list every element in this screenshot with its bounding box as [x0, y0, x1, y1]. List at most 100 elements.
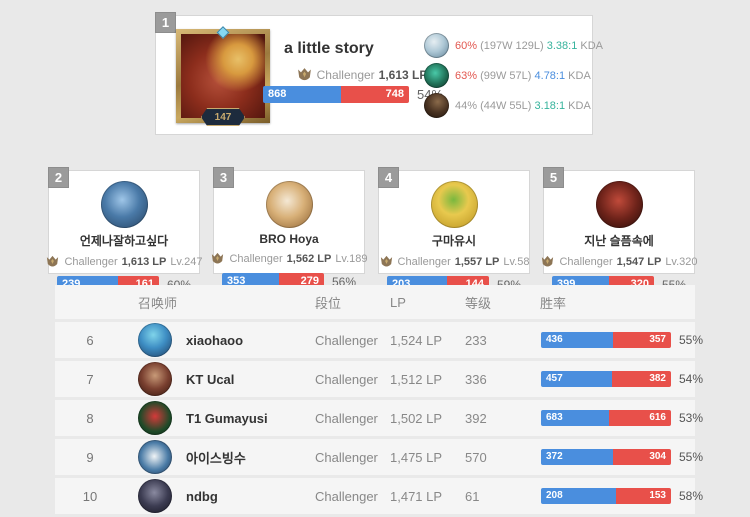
rank-badge: 4 — [378, 167, 399, 188]
wins-segment: 208 — [541, 488, 616, 504]
winloss-bar-row: 457 382 54% — [540, 371, 703, 387]
player-name[interactable]: ndbg — [186, 488, 218, 504]
losses-segment: 748 — [341, 86, 409, 103]
player-name[interactable]: 구마유시 — [431, 234, 477, 248]
row-lp: 1,502 LP — [390, 410, 443, 426]
champion-record: (44W 55L) — [480, 99, 532, 112]
winloss-bar-row: 436 357 55% — [540, 332, 703, 348]
level-label: Lv.247 — [170, 255, 203, 268]
rank-badge: 1 — [155, 12, 176, 33]
player-name[interactable]: 언제나잘하고싶다 — [79, 234, 169, 248]
champion-stat-row[interactable]: 60% (197W 129L) 3.38:1 KDA — [424, 33, 603, 58]
lp-value: 1,562 LP — [286, 252, 332, 265]
player-card-rank4[interactable]: 4 구마유시 Challenger 1,557 LP Lv.58 203 144… — [378, 167, 530, 293]
row-lp: 1,524 LP — [390, 332, 443, 348]
table-row[interactable]: 10 ndbg Challenger 1,471 LP 61 208 153 5… — [55, 478, 703, 514]
table-header-row: 召唤师 段位 LP 等级 胜率 — [55, 285, 695, 319]
player-avatar — [595, 181, 643, 228]
lp-value: 1,613 LP — [378, 67, 428, 82]
champion-kda-value: 3.38:1 — [546, 39, 578, 52]
champion-kda-label: KDA — [568, 99, 591, 112]
challenger-crest-icon — [47, 255, 59, 267]
row-lp: 1,475 LP — [390, 449, 443, 465]
tier-label: Challenger — [229, 252, 283, 265]
losses-segment: 382 — [611, 371, 671, 387]
player-avatar — [138, 479, 172, 513]
champion-record: (197W 129L) — [480, 39, 544, 52]
champion-stat-text: 44% (44W 55L) 3.18:1 KDA — [455, 100, 591, 112]
champion-stat-row[interactable]: 63% (99W 57L) 4.78:1 KDA — [424, 63, 603, 88]
winloss-bar-row: 868 748 54% — [263, 86, 443, 103]
top-player-info: a little story Challenger 1,613 LP — [284, 40, 439, 83]
winrate-percent: 55% — [679, 450, 704, 464]
player-avatar — [138, 323, 172, 357]
table-row[interactable]: 8 T1 Gumayusi Challenger 1,502 LP 392 68… — [55, 400, 703, 436]
player-avatar — [100, 181, 148, 228]
top-player-card[interactable]: 1 147 a little story Challenger 1,613 LP… — [155, 12, 603, 135]
winloss-bar: 683 616 — [541, 410, 671, 426]
header-level: 等级 — [465, 295, 492, 311]
row-rank: 10 — [82, 488, 98, 504]
profile-avatar: 147 — [176, 26, 270, 126]
level-label: Lv.58 — [503, 255, 530, 268]
profile-avatar-art — [181, 34, 265, 118]
champion-icon — [424, 63, 449, 88]
winloss-bar: 208 153 — [541, 488, 671, 504]
player-name[interactable]: xiaohaoo — [186, 332, 244, 348]
champion-stat-row[interactable]: 44% (44W 55L) 3.18:1 KDA — [424, 93, 603, 118]
winrate-percent: 53% — [679, 411, 704, 425]
row-tier: Challenger — [315, 410, 378, 426]
row-level: 61 — [465, 488, 480, 504]
wins-segment: 372 — [541, 449, 613, 465]
lp-value: 1,557 LP — [454, 255, 500, 268]
row-rank: 9 — [86, 449, 94, 465]
champion-stat-text: 60% (197W 129L) 3.38:1 KDA — [455, 40, 603, 52]
wins-segment: 868 — [263, 86, 342, 103]
row-level: 336 — [465, 371, 487, 387]
losses-segment: 304 — [612, 449, 671, 465]
winloss-bar-row: 683 616 53% — [540, 410, 703, 426]
table-row[interactable]: 9 아이스빙수 Challenger 1,475 LP 570 372 304 … — [55, 439, 703, 475]
winloss-bar-row: 208 153 58% — [540, 488, 703, 504]
row-rank: 8 — [86, 410, 94, 426]
level-label: Lv.320 — [665, 255, 698, 268]
winrate-percent: 58% — [679, 489, 704, 503]
champion-record: (99W 57L) — [480, 69, 532, 82]
losses-segment: 357 — [612, 332, 671, 348]
summoner-level-badge: 147 — [201, 108, 245, 126]
winloss-bar: 868 748 — [263, 86, 409, 103]
player-name[interactable]: T1 Gumayusi — [186, 410, 268, 426]
table-row[interactable]: 7 KT Ucal Challenger 1,512 LP 336 457 38… — [55, 361, 703, 397]
player-card-rank5[interactable]: 5 지난 슬픔속에 Challenger 1,547 LP Lv.320 399… — [542, 167, 698, 293]
player-name[interactable]: 아이스빙수 — [186, 450, 246, 466]
table-row[interactable]: 6 xiaohaoo Challenger 1,524 LP 233 436 3… — [55, 322, 703, 358]
lp-value: 1,547 LP — [616, 255, 662, 268]
rank-badge: 3 — [213, 167, 234, 188]
row-lp: 1,471 LP — [390, 488, 443, 504]
champion-winrate: 44% — [455, 99, 478, 112]
rank-badge: 2 — [48, 167, 69, 188]
champion-kda-value: 4.78:1 — [534, 69, 566, 82]
player-name[interactable]: KT Ucal — [186, 371, 235, 387]
player-card-rank3[interactable]: 3 BRO Hoya Challenger 1,562 LP Lv.189 35… — [212, 167, 368, 290]
row-rank: 6 — [86, 332, 94, 348]
rank-badge: 5 — [543, 167, 564, 188]
winloss-bar: 436 357 — [541, 332, 671, 348]
tier-line: Challenger 1,613 LP Lv.247 — [47, 254, 203, 269]
challenger-crest-icon — [542, 255, 554, 267]
row-level: 392 — [465, 410, 487, 426]
tier-label: Challenger — [316, 67, 375, 82]
player-name[interactable]: BRO Hoya — [259, 232, 319, 246]
challenger-crest-icon — [297, 68, 311, 81]
winloss-bar: 457 382 — [541, 371, 671, 387]
player-name[interactable]: 지난 슬픔속에 — [584, 234, 654, 248]
winloss-bar-row: 372 304 55% — [540, 449, 703, 465]
row-tier: Challenger — [315, 371, 378, 387]
player-avatar — [430, 181, 478, 228]
champion-icon — [424, 93, 449, 118]
row-level: 570 — [465, 449, 487, 465]
tier-label: Challenger — [397, 255, 451, 268]
row-tier: Challenger — [315, 332, 378, 348]
player-name[interactable]: a little story — [284, 40, 374, 57]
player-card-rank2[interactable]: 2 언제나잘하고싶다 Challenger 1,613 LP Lv.247 23… — [47, 167, 203, 293]
